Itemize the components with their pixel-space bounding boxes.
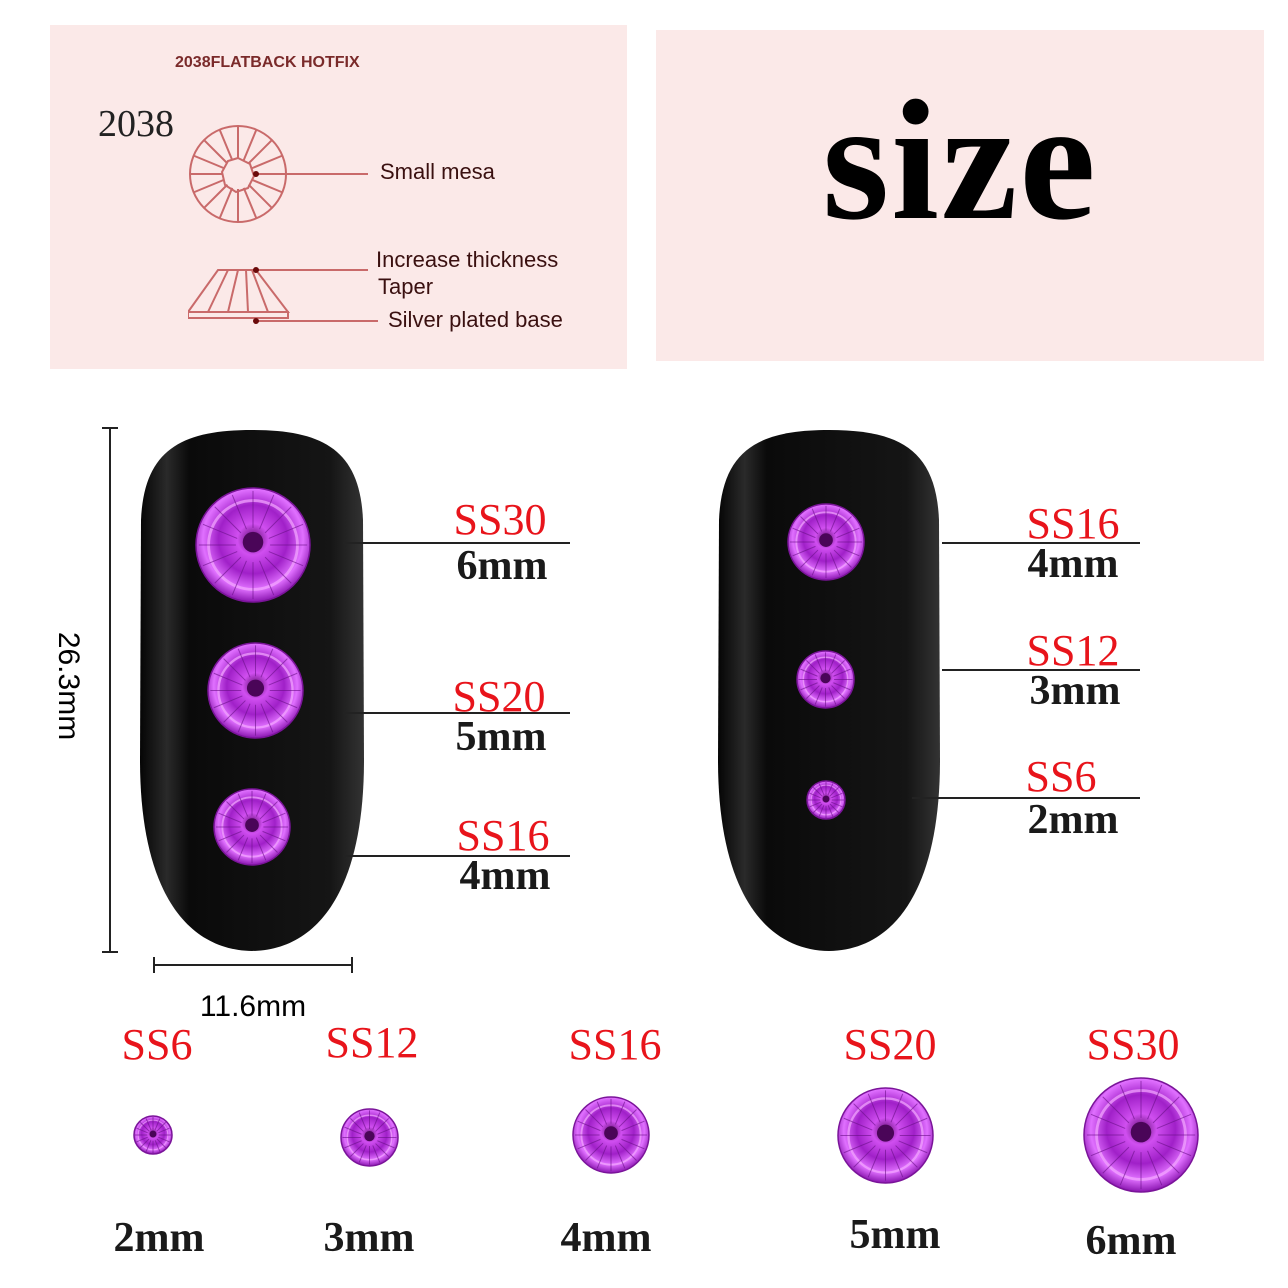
model-number: 2038 xyxy=(98,103,174,145)
rhinestone-gem xyxy=(787,503,865,581)
ss-label: SS16 xyxy=(1026,499,1120,548)
rhinestone-gem xyxy=(836,1086,934,1184)
height-label: 26.3mm xyxy=(52,631,85,741)
ss-label: SS16 xyxy=(568,1020,662,1069)
ss-label: SS12 xyxy=(1026,626,1120,675)
mm-label: 2mm xyxy=(113,1215,205,1261)
label-silver-plated-base: Silver plated base xyxy=(388,307,563,332)
width-dimension-line xyxy=(153,964,353,966)
rhinestone-gem xyxy=(195,487,311,603)
rhinestone-gem xyxy=(795,649,855,709)
ss-label: SS16 xyxy=(456,811,550,860)
rhinestone-gem xyxy=(206,641,304,739)
ss-label: SS20 xyxy=(452,672,546,721)
ss-label: SS6 xyxy=(121,1020,193,1069)
label-taper: Taper xyxy=(378,274,434,299)
height-dimension-line xyxy=(109,427,111,953)
rhinestone-top-view-icon xyxy=(188,125,378,324)
height-tick-top xyxy=(102,427,118,429)
width-tick-left xyxy=(153,957,155,973)
rhinestone-gem xyxy=(806,780,846,820)
leader-line xyxy=(942,542,1140,544)
leader-line xyxy=(942,669,1140,671)
page-title: size xyxy=(822,66,1098,256)
mm-label: 4mm xyxy=(560,1215,652,1261)
label-small-mesa: Small mesa xyxy=(380,159,495,184)
ss-label: SS30 xyxy=(453,495,547,544)
ss-label: SS30 xyxy=(1086,1020,1180,1069)
leader-line xyxy=(912,797,1140,799)
rhinestone-gem xyxy=(133,1115,173,1155)
width-tick-right xyxy=(351,957,353,973)
label-increase-thickness: Increase thickness xyxy=(376,247,559,272)
rhinestone-gem xyxy=(572,1096,650,1174)
mm-label: 3mm xyxy=(323,1215,415,1261)
ss-label: SS12 xyxy=(325,1018,419,1067)
rhinestone-gem xyxy=(339,1107,399,1167)
ss-label: SS6 xyxy=(1025,752,1097,801)
height-tick-bottom xyxy=(102,951,118,953)
mm-label: 3mm xyxy=(1029,668,1121,714)
diagram-panel: 2038FLATBACK HOTFIX 2038 Small mesa Incr… xyxy=(50,25,627,369)
width-label: 11.6mm xyxy=(199,990,307,1023)
title-panel: size xyxy=(656,30,1264,361)
leader-line xyxy=(343,542,570,544)
mm-label: 6mm xyxy=(1085,1218,1177,1264)
diagram-header: 2038FLATBACK HOTFIX xyxy=(175,54,360,71)
mm-label: 4mm xyxy=(1027,541,1119,587)
mm-label: 5mm xyxy=(849,1212,941,1258)
leader-line xyxy=(343,712,570,714)
ss-label: SS20 xyxy=(843,1020,937,1069)
leader-line xyxy=(343,855,570,857)
mm-label: 5mm xyxy=(455,714,547,760)
mm-label: 2mm xyxy=(1027,797,1119,843)
mm-label: 6mm xyxy=(456,543,548,589)
rhinestone-gem xyxy=(1083,1077,1199,1193)
mm-label: 4mm xyxy=(459,853,551,899)
rhinestone-gem xyxy=(213,788,291,866)
